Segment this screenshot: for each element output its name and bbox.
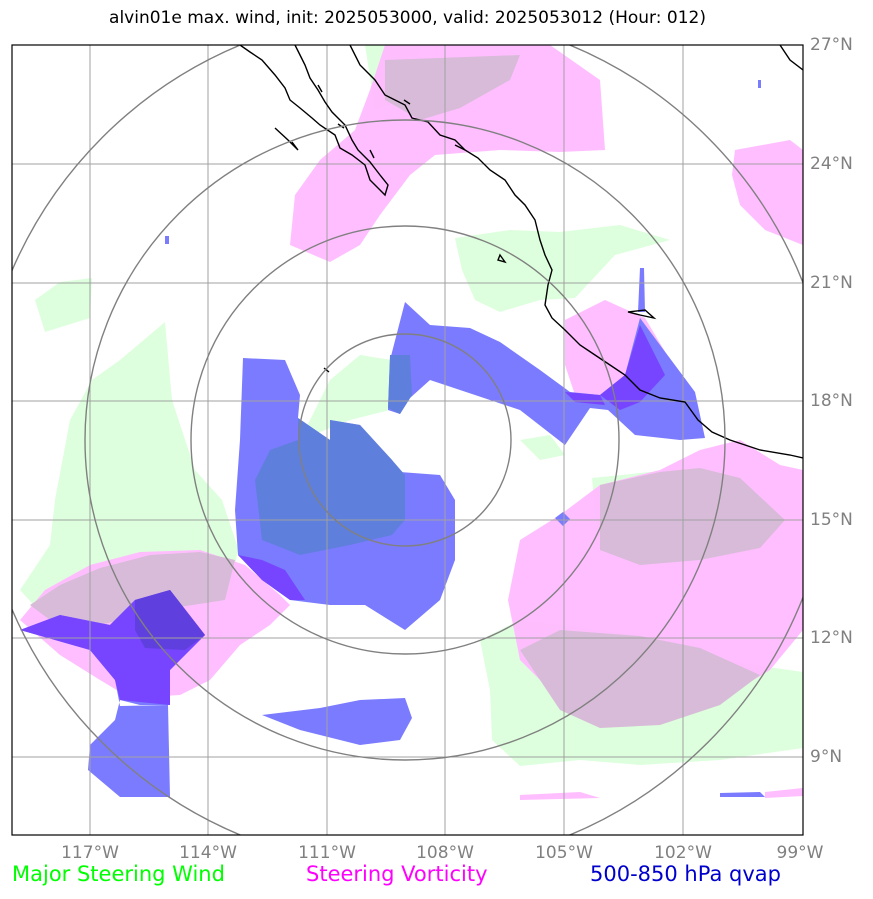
legend-vorticity: Steering Vorticity xyxy=(306,862,488,886)
graticule xyxy=(12,45,803,835)
legend-qvap: 500-850 hPa qvap xyxy=(590,862,781,886)
lat-label: 12°N xyxy=(810,628,853,648)
lat-label: 21°N xyxy=(810,273,853,293)
lon-label: 108°W xyxy=(416,843,474,863)
lat-label: 27°N xyxy=(810,35,853,55)
lon-label: 114°W xyxy=(179,843,237,863)
range-rings xyxy=(12,45,803,835)
lat-label: 15°N xyxy=(810,510,853,530)
lat-label: 9°N xyxy=(810,747,843,767)
map-frame xyxy=(11,44,804,836)
coastline xyxy=(239,45,803,459)
qvap-wind-vort-overlap xyxy=(135,590,205,650)
lon-label: 102°W xyxy=(654,843,712,863)
lon-label: 111°W xyxy=(298,843,356,863)
lon-label: 99°W xyxy=(776,843,824,863)
overlap-areas xyxy=(30,55,785,728)
qvap-wind-overlap xyxy=(255,355,412,555)
lat-label: 18°N xyxy=(810,391,853,411)
map-title: alvin01e max. wind, init: 2025053000, va… xyxy=(109,8,706,28)
lon-label: 105°W xyxy=(535,843,593,863)
lat-label: 24°N xyxy=(810,154,853,174)
lon-label: 117°W xyxy=(61,843,119,863)
legend-wind: Major Steering Wind xyxy=(12,862,225,886)
